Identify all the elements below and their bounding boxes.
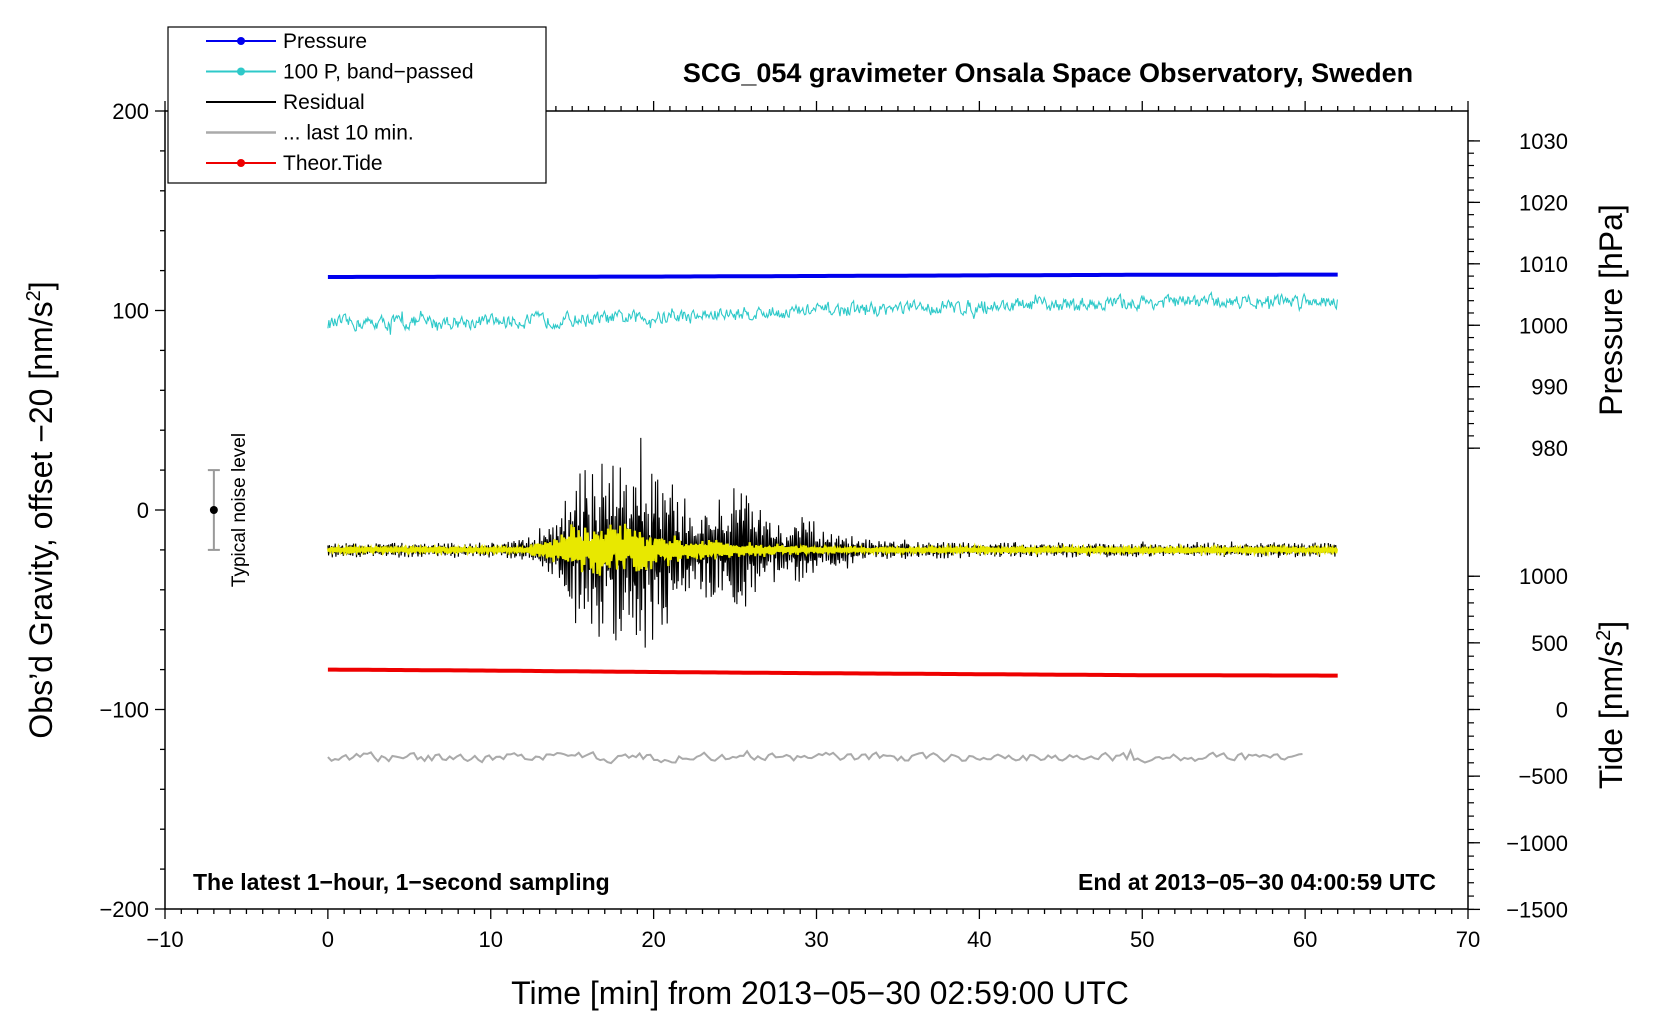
tide-axis-tick-label: 500 (1531, 631, 1568, 656)
pressure-axis-title: Pressure [hPa] (1593, 204, 1629, 416)
y-axis-title-left-main: Obs’d Gravity, offset −20 [nm/s (23, 301, 59, 738)
x-tick-label: −10 (146, 927, 183, 952)
chart-title: SCG_054 gravimeter Onsala Space Observat… (683, 58, 1413, 88)
axes-layer: −10 0 10 20 30 40 50 60 702001000−100−2001030102… (99, 99, 1568, 952)
x-tick-label: 40 (967, 927, 991, 952)
legend-marker-4 (237, 159, 245, 167)
x-axis-title: Time [min] from 2013−05−30 02:59:00 UTC (511, 975, 1129, 1011)
y-axis-title-left-end: ] (23, 281, 59, 290)
x-tick-label: 10 (479, 927, 503, 952)
legend-marker-1 (237, 67, 245, 76)
x-tick-label: 70 (1456, 927, 1480, 952)
x-tick-label: 60 (1293, 927, 1317, 952)
pressure-axis-tick-label: 1010 (1519, 252, 1568, 277)
pressure-axis-tick-label: 1030 (1519, 129, 1568, 154)
pressure-axis-tick-label: 1020 (1519, 190, 1568, 215)
series-line-2 (327, 437, 1338, 648)
tide-axis-tick-label: −500 (1518, 764, 1568, 789)
legend-label-0: Pressure (283, 30, 367, 53)
legend-label-3: ... last 10 min. (283, 122, 414, 145)
y-axis-title-left-sup: 2 (23, 290, 45, 301)
series-line-4 (327, 747, 1303, 765)
series-2 (327, 437, 1338, 648)
tide-axis-title: Tide [nm/s2] (1593, 621, 1629, 789)
tide-axis-title-end: ] (1593, 621, 1629, 630)
tide-axis-tick-label: −1500 (1506, 897, 1568, 922)
x-tick-label: 0 (322, 927, 334, 952)
y-tick-label: 0 (137, 498, 149, 523)
y-tick-label: −200 (99, 897, 149, 922)
annotation-sampling: The latest 1−hour, 1−second sampling (193, 869, 610, 895)
plot-border (164, 110, 1469, 910)
y-tick-label: −100 (99, 698, 149, 723)
annotation-end-time: End at 2013−05−30 04:00:59 UTC (1078, 869, 1436, 895)
y-tick-label: 200 (112, 99, 149, 124)
x-tick-label: 20 (641, 927, 665, 952)
series-line-5 (327, 667, 1338, 678)
y-axis-title-left: Obs’d Gravity, offset −20 [nm/s2] (23, 281, 59, 738)
tide-axis-title-sup: 2 (1593, 630, 1615, 641)
tide-axis-tick-label: −1000 (1506, 831, 1568, 856)
pressure-axis-tick-label: 990 (1531, 375, 1568, 400)
legend-marker-0 (237, 37, 245, 45)
series-line-0 (327, 272, 1338, 279)
series-layer (326, 272, 1339, 765)
series-0 (327, 272, 1338, 279)
legend-label-2: Residual (283, 91, 365, 114)
series-3 (326, 523, 1339, 576)
legend-box (167, 26, 547, 184)
series-line-3 (326, 523, 1339, 576)
noise-bar: Typical noise level (207, 433, 250, 587)
legend-label-1: 100 P, band−passed (283, 61, 474, 84)
series-5 (327, 667, 1338, 678)
noise-bar-label: Typical noise level (229, 433, 250, 587)
noise-bar-center (209, 506, 218, 514)
pressure-axis-tick-label: 980 (1531, 436, 1568, 461)
x-tick-label: 30 (804, 927, 828, 952)
series-line-1 (327, 291, 1338, 335)
series-4 (327, 747, 1303, 765)
tide-axis-title-main: Tide [nm/s (1593, 641, 1629, 789)
legend: Pressure 100 P, band−passed Residual ... la… (167, 26, 547, 184)
pressure-axis-tick-label: 1000 (1519, 313, 1568, 338)
legend-label-4: Theor.Tide (283, 152, 383, 175)
series-1 (327, 291, 1338, 335)
plot-frame (164, 110, 1469, 910)
y-tick-label: 100 (112, 299, 149, 324)
tide-axis-tick-label: 0 (1556, 698, 1568, 723)
tide-axis-tick-label: 1000 (1519, 564, 1568, 589)
x-tick-label: 50 (1130, 927, 1154, 952)
